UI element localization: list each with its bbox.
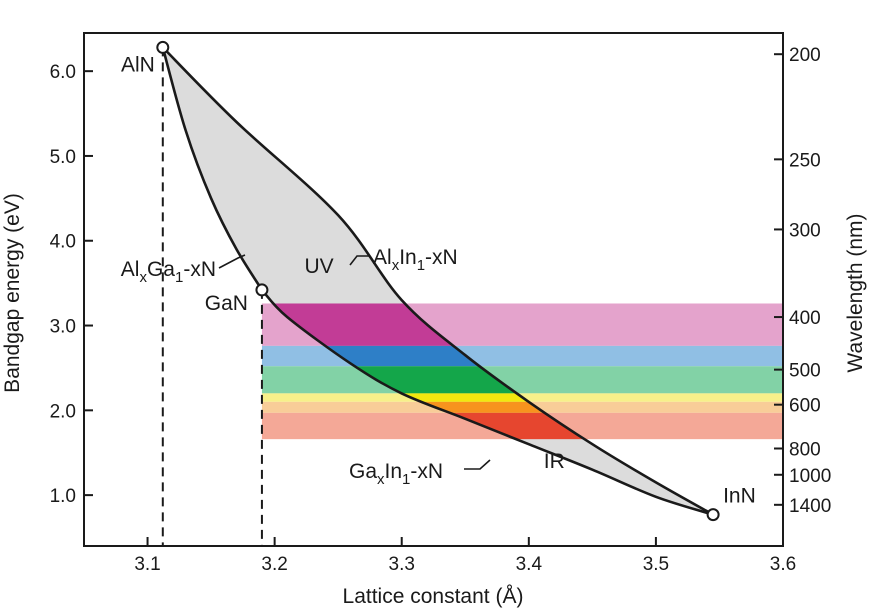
y-axis: 1.0 2.0 3.0 4.0 5.0 6.0 xyxy=(50,62,93,507)
y2-axis: 200 250 300 400 500 600 800 1000 1400 xyxy=(774,45,831,517)
y-tick-label-5: 6.0 xyxy=(50,62,76,83)
y2-tick-label-3: 400 xyxy=(789,308,821,329)
algan-label: AlxGa1-xN xyxy=(121,258,216,286)
curve-alinn xyxy=(161,46,714,516)
y2-tick-label-8: 1400 xyxy=(789,496,831,517)
alloy-region xyxy=(162,47,714,515)
alloy-curves xyxy=(161,46,714,516)
point-gan xyxy=(255,283,269,297)
curve-algan xyxy=(161,47,264,291)
y2-axis-title: Wavelength (nm) xyxy=(844,213,867,372)
point-label-inn: InN xyxy=(723,485,756,508)
point-inn xyxy=(706,508,720,522)
region-labels: UV IR xyxy=(305,255,565,473)
region-label-0: UV xyxy=(305,255,334,278)
band-saturated-3 xyxy=(261,393,714,402)
curve-annotations: AlxGa1-xN AlxIn1-xN GaxIn1-xN xyxy=(121,246,491,488)
point-label-aln: AlN xyxy=(121,53,155,76)
alinn-label: AlxIn1-xN xyxy=(373,246,458,274)
y-tick-label-1: 2.0 xyxy=(50,401,76,422)
algan-leader xyxy=(218,254,246,269)
x-tick-label-0: 3.1 xyxy=(134,554,160,575)
x-tick-label-1: 3.2 xyxy=(261,554,287,575)
material-points: AlN GaN InN xyxy=(121,40,756,522)
x-axis: 3.1 3.2 3.3 3.4 3.5 3.6 xyxy=(134,537,796,575)
gainn-label: GaxIn1-xN xyxy=(349,460,443,488)
y2-tick-label-5: 600 xyxy=(789,396,821,417)
y2-tick-label-0: 200 xyxy=(789,45,821,66)
band-saturated-4 xyxy=(261,401,714,413)
curve-gainn xyxy=(260,289,714,516)
x-tick-label-4: 3.5 xyxy=(643,554,669,575)
x-axis-title: Lattice constant (Å) xyxy=(343,585,524,608)
y-tick-label-3: 4.0 xyxy=(50,232,76,253)
x-tick-label-2: 3.3 xyxy=(389,554,415,575)
point-label-gan: GaN xyxy=(205,292,248,315)
y2-tick-label-1: 250 xyxy=(789,150,821,171)
y-axis-title: Bandgap energy (eV) xyxy=(1,193,24,393)
plot-frame xyxy=(83,32,784,547)
region-label-1: IR xyxy=(544,450,565,473)
x-tick-label-5: 3.6 xyxy=(770,554,796,575)
y2-tick-label-2: 300 xyxy=(789,220,821,241)
y2-tick-label-7: 1000 xyxy=(789,466,831,487)
x-tick-label-3: 3.4 xyxy=(516,554,543,575)
gainn-leader xyxy=(464,459,491,470)
y2-tick-label-4: 500 xyxy=(789,361,821,382)
dashed-guides xyxy=(161,47,263,546)
y2-tick-label-6: 800 xyxy=(789,439,821,460)
alinn-leader xyxy=(349,255,370,266)
band-light-2 xyxy=(261,366,784,394)
point-aln xyxy=(156,40,170,54)
y-tick-label-0: 1.0 xyxy=(50,486,76,507)
y-tick-label-2: 3.0 xyxy=(50,317,76,338)
y-tick-label-4: 5.0 xyxy=(50,147,76,168)
